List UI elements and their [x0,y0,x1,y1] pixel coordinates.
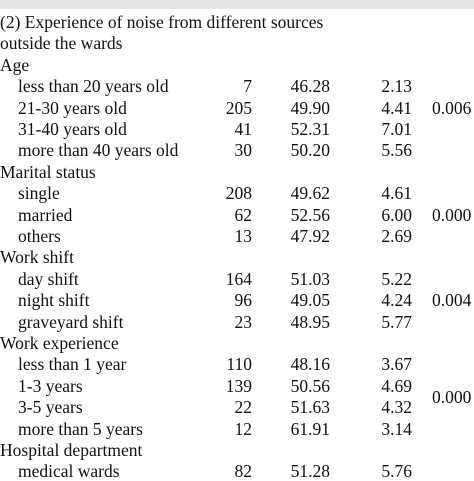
p-value: 0.006 [432,97,472,118]
sd-cell: 5.22 [381,268,412,289]
mean-cell: 48.16 [290,354,330,375]
n-cell: 96 [234,290,253,311]
title-line: outside the wards [0,33,123,54]
title-line: (2) Experience of noise from different s… [0,12,324,32]
n-cell: 62 [234,204,253,225]
sd-cell: 6.00 [381,204,412,225]
n-cell: 7 [243,76,252,97]
n-cell: 82 [234,461,253,481]
group-label: Marital status [0,161,96,182]
group-label: Work experience [0,333,119,353]
sd-cell: 4.32 [381,397,412,418]
header-strip [0,0,474,9]
row-label: 31-40 years old [18,119,127,139]
mean-cell: 47.92 [290,226,330,246]
n-cell: 139 [225,375,252,396]
row-label: 1-3 years [18,375,83,396]
row-label: more than 40 years old [18,140,179,161]
row-label: 3-5 years [18,397,83,418]
n-cell: 205 [225,97,252,118]
row-label: night shift [18,290,90,311]
n-cell: 208 [225,183,252,204]
mean-cell: 49.62 [290,183,330,204]
mean-cell: 46.28 [290,76,330,97]
sd-cell: 2.69 [381,226,412,246]
sd-cell: 2.13 [381,76,412,97]
row-label: graveyard shift [18,311,124,332]
mean-cell: 49.90 [290,97,330,118]
row-label: more than 5 years [18,418,143,439]
n-cell: 41 [234,119,253,139]
p-value: 0.004 [432,290,472,311]
sd-cell: 3.67 [381,354,412,375]
mean-cell: 52.31 [290,119,330,139]
mean-cell: 48.95 [290,311,330,332]
p-value: 0.000 [432,204,472,225]
group-label: Age [0,54,30,75]
sd-cell: 5.56 [381,140,412,161]
mean-cell: 51.28 [290,461,330,481]
mean-cell: 50.20 [290,140,330,161]
sd-cell: 4.61 [381,183,412,204]
group-label: Work shift [0,247,74,268]
n-cell: 22 [234,397,253,418]
row-label: others [18,226,61,246]
sd-cell: 3.14 [381,418,412,439]
mean-cell: 51.03 [290,268,330,289]
group-label: Hospital department [0,440,143,460]
mean-cell: 51.63 [290,397,330,418]
row-label: less than 1 year [18,354,127,375]
sd-cell: 5.76 [381,461,412,481]
mean-cell: 50.56 [290,375,330,396]
sd-cell: 4.24 [381,290,412,311]
n-cell: 164 [225,268,252,289]
row-label: less than 20 years old [18,76,169,97]
sd-cell: 7.01 [381,119,412,139]
sd-cell: 4.69 [381,375,412,396]
mean-cell: 52.56 [290,204,330,225]
row-label: single [18,183,60,204]
n-cell: 12 [234,418,253,439]
mean-cell: 61.91 [290,418,330,439]
row-label: 21-30 years old [18,97,127,118]
row-label: day shift [18,268,79,289]
sd-cell: 4.41 [381,97,412,118]
n-cell: 13 [234,226,253,246]
n-cell: 23 [234,311,253,332]
p-value: 0.000 [432,386,472,407]
row-label: married [18,204,73,225]
n-cell: 30 [234,140,253,161]
mean-cell: 49.05 [290,290,330,311]
row-label: medical wards [18,461,120,481]
n-cell: 110 [226,354,252,375]
sd-cell: 5.77 [381,311,412,332]
